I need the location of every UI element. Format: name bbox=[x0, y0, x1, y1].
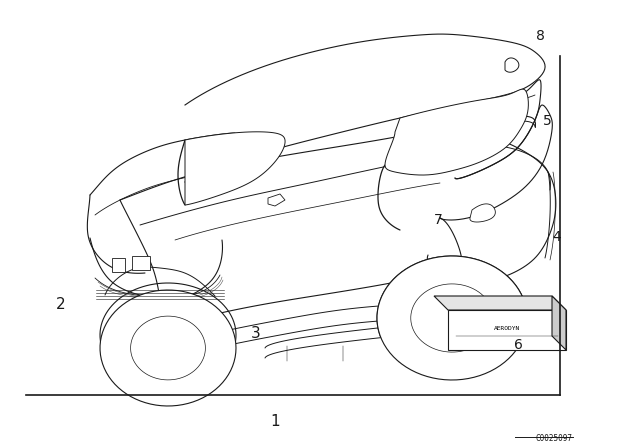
Polygon shape bbox=[448, 310, 566, 350]
Polygon shape bbox=[112, 258, 125, 272]
Polygon shape bbox=[185, 132, 285, 205]
Text: 5: 5 bbox=[543, 114, 552, 128]
Text: 6: 6 bbox=[514, 338, 523, 352]
Polygon shape bbox=[131, 316, 205, 380]
Polygon shape bbox=[377, 256, 527, 380]
Polygon shape bbox=[505, 58, 519, 72]
Text: 3: 3 bbox=[251, 326, 261, 341]
Polygon shape bbox=[268, 194, 285, 206]
Text: 8: 8 bbox=[536, 29, 545, 43]
Text: 2: 2 bbox=[56, 297, 66, 312]
Text: C0025097: C0025097 bbox=[536, 434, 573, 443]
Polygon shape bbox=[411, 284, 493, 352]
Text: AERODYN: AERODYN bbox=[494, 326, 520, 331]
Polygon shape bbox=[185, 34, 545, 182]
Text: 7: 7 bbox=[434, 212, 443, 227]
Text: 1: 1 bbox=[270, 414, 280, 429]
Polygon shape bbox=[434, 296, 566, 310]
Polygon shape bbox=[470, 204, 495, 222]
Text: 4: 4 bbox=[552, 230, 561, 245]
Polygon shape bbox=[552, 296, 566, 350]
Polygon shape bbox=[100, 290, 236, 406]
Polygon shape bbox=[385, 89, 529, 175]
Polygon shape bbox=[132, 256, 150, 270]
